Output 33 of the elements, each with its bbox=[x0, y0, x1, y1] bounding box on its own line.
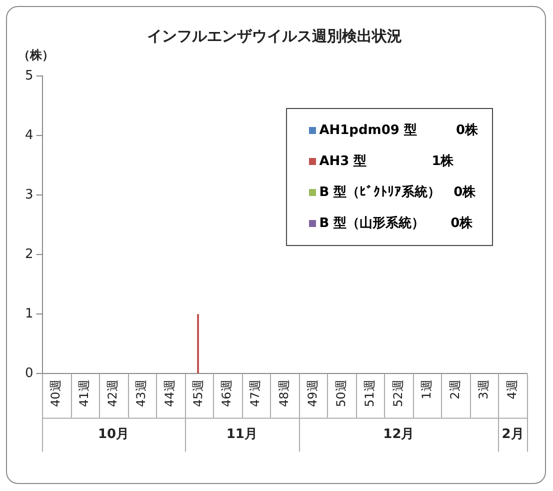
x-tick-label: 42週 bbox=[106, 380, 120, 408]
text: 10月 bbox=[98, 427, 130, 442]
x-tick-label: 43週 bbox=[134, 380, 148, 408]
text: 2月 bbox=[502, 427, 524, 442]
x-tick-label: 2週 bbox=[448, 380, 462, 400]
x-tick-label: 40週 bbox=[48, 380, 63, 408]
chart-title: インフルエンザウイルス週別検出状況 bbox=[147, 26, 402, 45]
y-tick-label: 2 bbox=[24, 247, 34, 262]
x-tick-label: 4週 bbox=[504, 380, 519, 400]
y-tick-label: 5 bbox=[24, 68, 34, 84]
text: 11月 bbox=[226, 427, 258, 442]
legend-label: B 型（ﾋﾞｸﾄﾘｱ系統） 0株 bbox=[319, 184, 476, 202]
y-tick-label: 4 bbox=[24, 128, 34, 143]
x-tick-label: 48週 bbox=[276, 380, 291, 408]
y-tick-label: 0 bbox=[24, 366, 34, 382]
x-tick-label: 44週 bbox=[162, 380, 177, 408]
x-tick-label: 1週 bbox=[419, 380, 434, 400]
x-tick-label: 41週 bbox=[77, 380, 92, 408]
x-tick-label: 49週 bbox=[305, 380, 320, 408]
x-tick-label: 52週 bbox=[390, 380, 405, 408]
y-tick-label: 3 bbox=[24, 187, 34, 202]
y-tick-label: 1 bbox=[24, 306, 34, 322]
legend-label: B 型（山形系統） 0株 bbox=[319, 214, 473, 233]
legend-label: AH1pdm09 型 0株 bbox=[319, 122, 478, 140]
x-tick-label: 45週 bbox=[191, 380, 206, 408]
y-axis-title: （株） bbox=[18, 48, 54, 62]
x-tick-label: 46週 bbox=[220, 380, 234, 408]
text: 12月 bbox=[383, 427, 414, 442]
legend-label: AH3 型 1株 bbox=[319, 153, 454, 171]
x-tick-label: 3週 bbox=[476, 380, 490, 400]
x-tick-label: 47週 bbox=[248, 380, 262, 408]
x-tick-label: 50週 bbox=[334, 380, 348, 408]
x-tick-label: 51週 bbox=[362, 380, 376, 408]
